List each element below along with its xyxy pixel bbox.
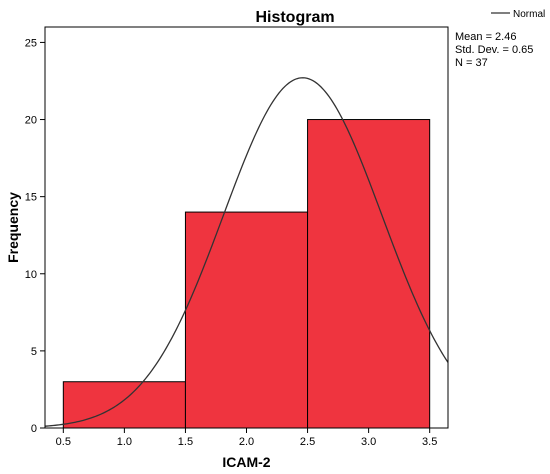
y-axis-title: Frequency xyxy=(5,192,21,263)
legend: Normal xyxy=(491,9,545,20)
x-tick-label: 2.0 xyxy=(239,436,254,448)
plot-area: 0 5 10 15 20 25 0.5 1.0 1.5 2.0 2.5 3.0 3.5 xyxy=(25,26,449,448)
stats-line: Mean = 2.46 xyxy=(455,31,516,43)
y-axis-ticks: 0 5 10 15 20 25 xyxy=(25,37,45,435)
y-tick-label: 5 xyxy=(31,346,37,358)
normal-curve-line xyxy=(44,77,449,427)
x-tick-label: 2.5 xyxy=(300,436,315,448)
histogram-bar xyxy=(184,211,309,429)
bars-group xyxy=(62,119,431,429)
x-tick-label: 0.5 xyxy=(56,436,71,448)
x-axis-ticks: 0.5 1.0 1.5 2.0 2.5 3.0 3.5 xyxy=(56,428,437,448)
x-tick-label: 3.5 xyxy=(422,436,437,448)
chart-title: Histogram xyxy=(255,9,334,26)
stats-line: Std. Dev. = 0.65 xyxy=(455,44,533,56)
y-tick-label: 25 xyxy=(25,37,37,49)
x-tick-label: 3.0 xyxy=(361,436,376,448)
histogram-bar xyxy=(307,119,431,429)
x-tick-label: 1.0 xyxy=(117,436,132,448)
y-tick-label: 10 xyxy=(25,269,37,281)
x-axis-title: ICAM-2 xyxy=(222,454,270,470)
y-tick-label: 15 xyxy=(25,192,37,204)
stats-line: N = 37 xyxy=(455,57,488,69)
x-tick-label: 1.5 xyxy=(178,436,193,448)
legend-normal-label: Normal xyxy=(513,9,545,20)
y-tick-label: 0 xyxy=(31,423,37,435)
y-tick-label: 20 xyxy=(25,115,37,127)
